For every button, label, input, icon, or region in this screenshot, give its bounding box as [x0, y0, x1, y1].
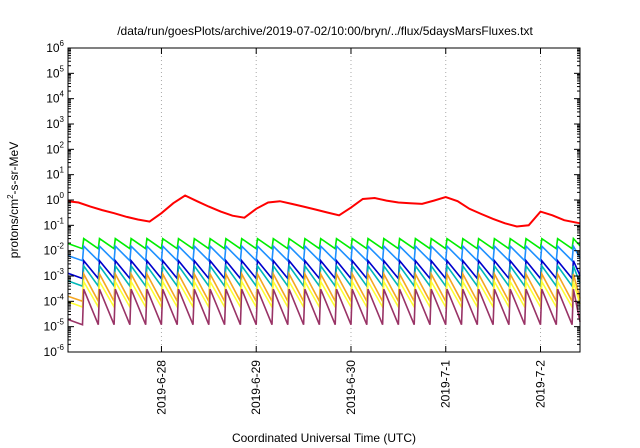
series-line — [67, 258, 581, 281]
x-tick-label: 2019-7-1 — [439, 360, 453, 408]
y-tick-label: 10-4 — [44, 292, 65, 308]
y-tick-label: 103 — [46, 115, 64, 131]
y-tick-label: 10-1 — [44, 216, 65, 232]
x-tick-label: 2019-6-28 — [154, 360, 168, 415]
y-tick-label: 10-2 — [44, 242, 65, 258]
y-tick-label: 10-5 — [44, 318, 65, 334]
y-tick-label: 10-6 — [44, 343, 65, 359]
series-line — [67, 271, 581, 305]
series-line — [67, 194, 581, 228]
y-tick-label: 100 — [46, 191, 64, 207]
y-axis-label: protons/cm2-s-sr-MeV — [6, 142, 21, 258]
grid — [160, 48, 542, 352]
series-layer — [67, 194, 581, 326]
x-tick-label: 2019-6-30 — [344, 360, 358, 415]
x-axis-label: Coordinated Universal Time (UTC) — [232, 431, 416, 445]
series-line — [67, 288, 581, 326]
chart-title: /data/run/goesPlots/archive/2019-07-02/1… — [117, 24, 533, 38]
x-tick-label: 2019-7-2 — [534, 360, 548, 408]
y-tick-label: 106 — [46, 39, 64, 55]
series-line — [67, 236, 581, 251]
x-ticks: 2019-6-28 2019-6-29 2019-6-30 2019-7-1 2019-… — [154, 48, 548, 415]
y-tick-label: 101 — [46, 166, 64, 182]
y-tick-label: 10-3 — [44, 267, 65, 283]
y-tick-label: 102 — [46, 140, 64, 156]
y-tick-label: 104 — [46, 90, 64, 106]
y-tick-label: 105 — [46, 64, 64, 80]
y-ticks: 10-6 10-5 10-4 10-3 10-2 10-1 100 101 102 103 104 1… — [44, 39, 580, 359]
x-tick-label: 2019-6-29 — [249, 360, 263, 415]
series-line — [67, 243, 581, 263]
series-line — [67, 278, 581, 310]
series-line — [67, 263, 581, 289]
